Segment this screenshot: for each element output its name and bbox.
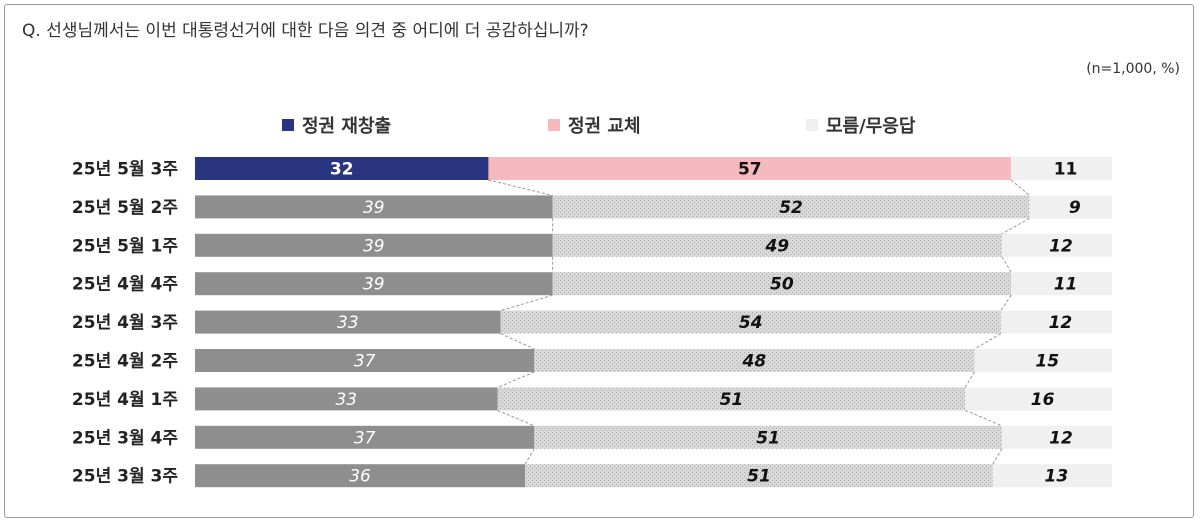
- bar-unknown: [1001, 233, 1112, 257]
- value-label-continue: 39: [363, 275, 385, 295]
- value-label-unknown: 13: [1045, 467, 1069, 487]
- value-label-continue: 36: [349, 467, 371, 487]
- category-label: 25년 4월 3주: [72, 313, 178, 333]
- connector-line: [488, 179, 553, 196]
- value-label-replace: 51: [747, 467, 771, 487]
- category-label: 25년 4월 2주: [72, 352, 178, 372]
- bar-continue: [195, 349, 535, 372]
- value-label-unknown: 9: [1069, 198, 1081, 218]
- legend-item-unknown: 모름/무응답: [806, 112, 915, 138]
- bar-continue: [195, 233, 553, 257]
- connector-line: [964, 371, 975, 388]
- legend-label-replace: 정권 교체: [568, 116, 641, 137]
- category-label: 25년 5월 3주: [72, 160, 178, 180]
- value-label-replace: 52: [779, 198, 803, 218]
- category-label: 25년 3월 3주: [72, 467, 178, 487]
- connector-line: [500, 333, 535, 350]
- value-label-replace: 50: [770, 275, 794, 295]
- connector-line: [1000, 294, 1012, 311]
- category-label: 25년 5월 1주: [72, 236, 178, 256]
- connector-line: [497, 409, 535, 427]
- connector-line: [524, 448, 535, 465]
- value-label-continue: 32: [330, 160, 354, 180]
- unit-note: (n=1,000, %): [1086, 61, 1180, 77]
- bar-continue: [195, 310, 501, 334]
- bar-replace: [534, 425, 1002, 449]
- value-label-continue: 33: [337, 313, 359, 333]
- value-label-continue: 37: [354, 428, 376, 448]
- chart-frame: [4, 4, 1194, 518]
- category-label: 25년 4월 4주: [72, 275, 178, 295]
- bar-unknown: [1029, 195, 1112, 219]
- value-label-continue: 37: [354, 352, 376, 372]
- category-label: 25년 3월 4주: [72, 428, 178, 448]
- legend-item-continue: 정권 재창출: [282, 112, 391, 138]
- survey-question: Q. 선생님께서는 이번 대통령선거에 대한 다음 의견 중 어디에 더 공감하…: [22, 21, 589, 41]
- connector-line: [497, 371, 535, 388]
- legend-swatch-continue: [282, 119, 294, 131]
- legend: 정권 재창출 정권 교체 모름/무응답: [0, 112, 1200, 138]
- value-label-continue: 39: [363, 236, 385, 256]
- bar-unknown: [992, 464, 1112, 488]
- bar-unknown: [974, 349, 1112, 372]
- value-label-unknown: 12: [1049, 236, 1073, 256]
- legend-swatch-replace: [548, 119, 560, 131]
- bar-replace: [497, 387, 966, 411]
- value-label-unknown: 16: [1031, 390, 1055, 410]
- bar-unknown: [1001, 425, 1112, 449]
- connector-line: [1001, 256, 1012, 273]
- bar-replace: [552, 233, 1002, 257]
- value-label-replace: 51: [720, 390, 744, 410]
- value-label-replace: 49: [764, 236, 789, 256]
- value-label-unknown: 11: [1054, 160, 1078, 180]
- legend-label-unknown: 모름/무응답: [826, 116, 916, 137]
- bar-replace: [534, 349, 975, 372]
- connector-line: [1010, 179, 1030, 196]
- bar-replace: [500, 310, 1001, 334]
- bar-unknown: [1011, 272, 1112, 296]
- value-label-replace: 51: [756, 428, 780, 448]
- bar-replace: [552, 195, 1030, 219]
- bar-continue: [195, 464, 526, 488]
- bar-unknown: [965, 387, 1112, 411]
- bar-replace: [525, 464, 993, 488]
- bar-continue: [195, 272, 553, 296]
- bar-replace: [552, 272, 1012, 296]
- value-label-unknown: 12: [1049, 428, 1073, 448]
- value-label-replace: 57: [738, 160, 762, 180]
- category-label: 25년 5월 2주: [72, 198, 178, 218]
- value-label-replace: 48: [742, 352, 767, 372]
- value-label-continue: 33: [335, 390, 357, 410]
- value-label-unknown: 11: [1054, 275, 1078, 295]
- bar-replace: [488, 157, 1012, 180]
- legend-swatch-unknown: [806, 119, 818, 131]
- connector-line: [1001, 217, 1030, 235]
- category-label: 25년 4월 1주: [72, 390, 178, 410]
- bar-unknown: [1011, 157, 1112, 180]
- bar-continue: [195, 157, 489, 180]
- value-label-unknown: 12: [1049, 313, 1073, 333]
- legend-label-continue: 정권 재창출: [302, 116, 392, 137]
- bar-continue: [195, 387, 498, 411]
- connector-line: [974, 333, 1002, 350]
- connector-line: [500, 294, 553, 312]
- value-label-continue: 39: [363, 198, 385, 218]
- bar-continue: [195, 195, 553, 219]
- bar-continue: [195, 425, 535, 449]
- value-label-unknown: 15: [1035, 352, 1059, 372]
- legend-item-replace: 정권 교체: [548, 112, 641, 138]
- connector-line: [965, 409, 1003, 427]
- value-label-replace: 54: [739, 313, 763, 333]
- connector-line: [992, 448, 1003, 465]
- bar-unknown: [1000, 310, 1112, 334]
